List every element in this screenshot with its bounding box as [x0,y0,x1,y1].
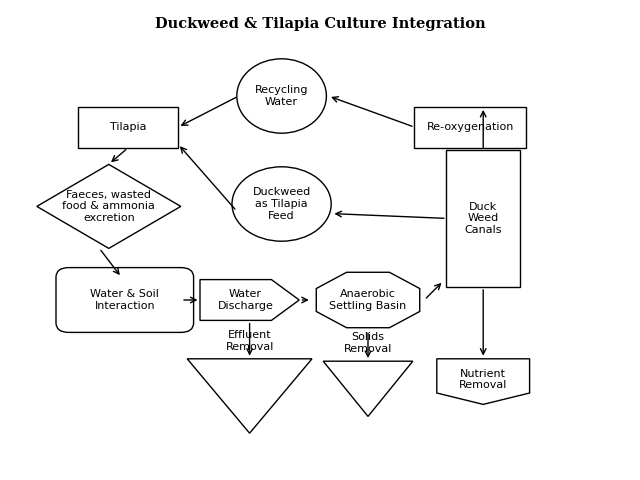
FancyBboxPatch shape [79,107,178,148]
Text: Faeces, wasted
food & ammonia
excretion: Faeces, wasted food & ammonia excretion [62,190,156,223]
Text: Water
Discharge: Water Discharge [218,289,273,311]
Text: Effluent
Removal: Effluent Removal [225,330,274,351]
Text: Solids
Removal: Solids Removal [344,332,392,354]
Polygon shape [37,164,181,249]
Text: Duckweed
as Tilapia
Feed: Duckweed as Tilapia Feed [252,187,311,221]
Ellipse shape [232,167,332,241]
Text: Duck
Weed
Canals: Duck Weed Canals [465,202,502,235]
FancyBboxPatch shape [447,150,520,287]
Polygon shape [187,359,312,433]
Text: Duckweed & Tilapia Culture Integration: Duckweed & Tilapia Culture Integration [155,17,485,31]
Polygon shape [316,272,420,328]
FancyBboxPatch shape [56,268,193,332]
Text: Recycling
Water: Recycling Water [255,85,308,107]
Text: Water & Soil
Interaction: Water & Soil Interaction [90,289,159,311]
Text: Re-oxygenation: Re-oxygenation [427,122,514,132]
Polygon shape [200,279,300,321]
FancyBboxPatch shape [415,107,526,148]
Text: Nutrient
Removal: Nutrient Removal [459,369,508,390]
Polygon shape [437,359,530,404]
Polygon shape [323,361,413,416]
Text: Anaerobic
Settling Basin: Anaerobic Settling Basin [330,289,406,311]
Text: Tilapia: Tilapia [109,122,147,132]
Ellipse shape [237,59,326,133]
